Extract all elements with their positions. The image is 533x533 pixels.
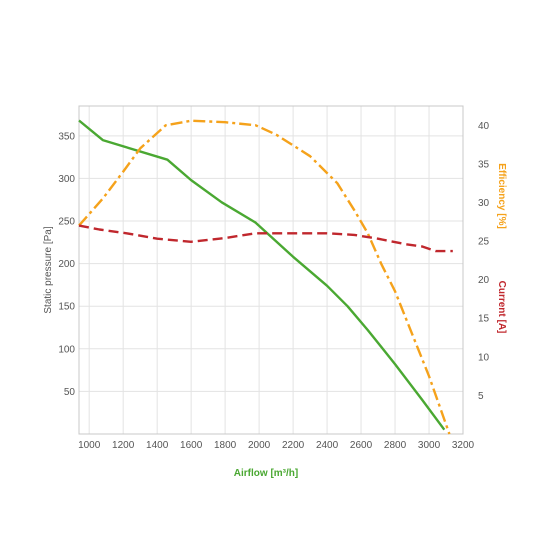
- y-right-axis-ticks: 5 10 15 20 25 30 35 40: [478, 121, 490, 402]
- plot-frame: [78, 105, 464, 435]
- y-left-tick-label: 100: [58, 344, 75, 355]
- y-right-tick-label: 25: [478, 237, 490, 248]
- y-right-tick-label: 15: [478, 314, 490, 325]
- x-tick-label: 3000: [418, 440, 441, 451]
- x-axis-ticks: 1000 1200 1400 1600 1800 2000 2200 2400 2600 2800…: [78, 440, 474, 451]
- y-left-tick-label: 250: [58, 217, 75, 228]
- x-tick-label: 1000: [78, 440, 101, 451]
- x-tick-label: 1800: [214, 440, 237, 451]
- y-right-axis-label-current: Current [A]: [496, 281, 507, 334]
- y-right-axis-label-efficiency: Efficiency [%]: [496, 163, 507, 229]
- y-left-tick-label: 300: [58, 174, 75, 185]
- x-tick-label: 1200: [112, 440, 135, 451]
- y-right-tick-label: 5: [478, 391, 484, 402]
- y-right-tick-label: 35: [478, 159, 490, 170]
- pressure-series-line: [78, 119, 446, 431]
- y-right-tick-label: 20: [478, 275, 490, 286]
- x-tick-label: 1400: [146, 440, 169, 451]
- y-left-tick-label: 350: [58, 131, 75, 142]
- x-tick-label: 2000: [248, 440, 271, 451]
- current-series-line: [78, 224, 453, 253]
- efficiency-series-line: [78, 119, 451, 435]
- x-axis-label: Airflow [m³/h]: [234, 468, 298, 479]
- y-left-tick-label: 200: [58, 259, 75, 270]
- y-left-axis-label: Static pressure [Pa]: [43, 226, 54, 313]
- x-tick-label: 2200: [282, 440, 305, 451]
- x-tick-label: 2800: [384, 440, 407, 451]
- y-left-tick-label: 150: [58, 302, 75, 313]
- x-tick-label: 3200: [452, 440, 475, 451]
- x-tick-label: 2400: [316, 440, 339, 451]
- x-tick-label: 2600: [350, 440, 373, 451]
- series-layer: [78, 119, 453, 435]
- y-right-tick-label: 30: [478, 198, 490, 209]
- y-left-axis-ticks: 50 100 150 200 250 300 350: [58, 131, 75, 398]
- x-tick-label: 1600: [180, 440, 203, 451]
- grid-layer: [79, 106, 464, 434]
- y-right-tick-label: 40: [478, 121, 490, 132]
- y-right-tick-label: 10: [478, 352, 490, 363]
- y-left-tick-label: 50: [64, 387, 76, 398]
